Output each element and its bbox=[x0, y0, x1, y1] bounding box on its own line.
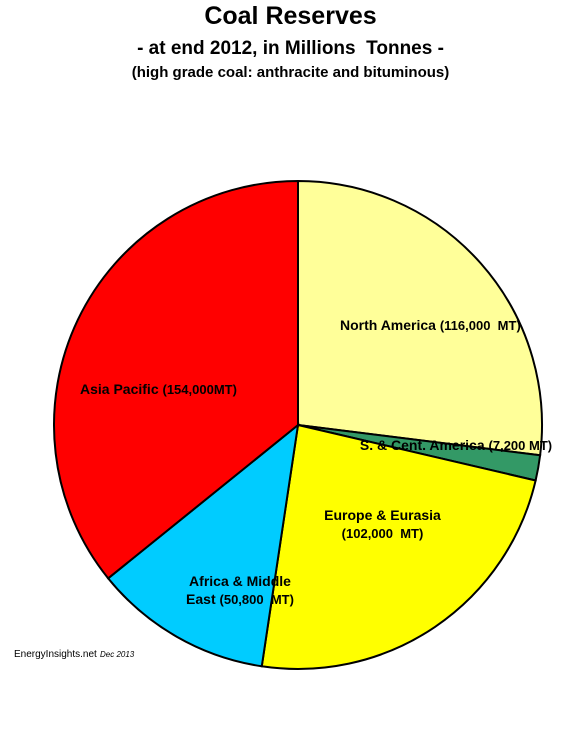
slice-label: Africa & Middle East (50,800 MT) bbox=[175, 572, 305, 609]
date: Dec 2013 bbox=[100, 650, 135, 659]
category-name: Europe & Eurasia bbox=[324, 507, 441, 523]
value-label: (50,800 MT) bbox=[219, 592, 294, 607]
source: EnergyInsights.net bbox=[14, 649, 97, 660]
category-name: Africa & Middle East bbox=[186, 573, 295, 607]
category-name: S. & Cent. America bbox=[359, 437, 485, 453]
chart-note: (high grade coal: anthracite and bitumin… bbox=[131, 64, 450, 81]
slice-label: Asia Pacific (154,000MT) bbox=[80, 380, 280, 399]
value-label: (7,200 MT) bbox=[488, 438, 553, 453]
pie-slice bbox=[297, 179, 543, 457]
category-name: Asia Pacific bbox=[80, 381, 159, 397]
slice-label: North America (116,000 MT) bbox=[340, 316, 560, 335]
chart-subtitle: - at end 2012, in Millions Tonnes - bbox=[137, 38, 444, 59]
slice-label: Europe & Eurasia (102,000 MT) bbox=[300, 506, 465, 543]
category-name: North America bbox=[340, 317, 436, 333]
pie-slice bbox=[53, 179, 299, 580]
value-label: (116,000 MT) bbox=[439, 318, 521, 333]
chart-title: Coal Reserves bbox=[204, 2, 377, 30]
slice-label: S. & Cent. America (7,200 MT) bbox=[356, 436, 556, 455]
pie-slice bbox=[106, 422, 300, 668]
value-label: (102,000 MT) bbox=[341, 526, 424, 541]
value-label: (154,000MT) bbox=[162, 382, 237, 397]
pie-slice bbox=[260, 423, 537, 670]
